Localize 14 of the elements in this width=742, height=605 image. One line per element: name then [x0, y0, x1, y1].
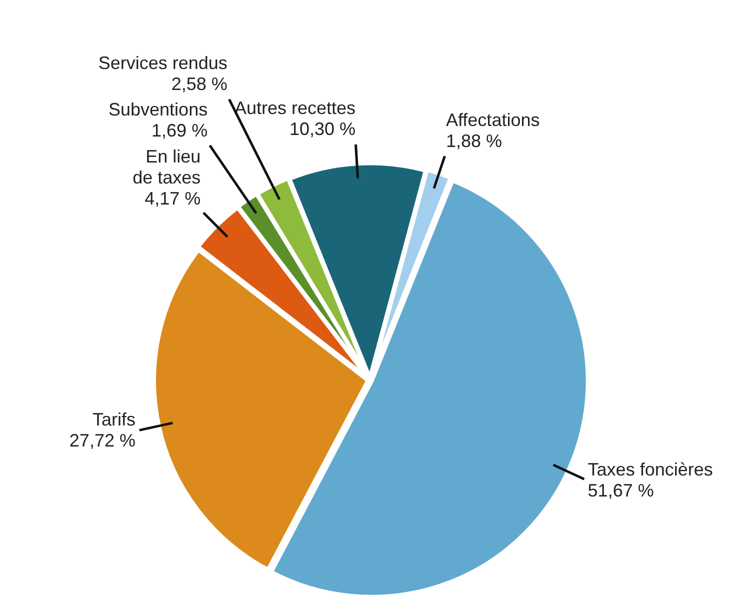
slice-label: Tarifs: [92, 409, 136, 430]
slice-label: Affectations: [446, 110, 540, 130]
slice-label: Subventions: [108, 100, 208, 120]
data-label: 1,69 %: [152, 120, 208, 141]
data-label: 10,30 %: [289, 118, 356, 139]
data-label: 1,88 %: [446, 130, 502, 151]
slice-label: Taxes foncières: [588, 459, 713, 480]
slice-label: Autres recettes: [234, 98, 356, 118]
data-label: 4,17 %: [144, 188, 201, 208]
slice-label: En lieu de taxes: [132, 146, 201, 188]
data-label: 2,58 %: [171, 74, 228, 94]
data-label: 51,67 %: [588, 480, 654, 500]
data-label: 27,72 %: [69, 430, 136, 450]
slice-label: Services rendus: [98, 53, 228, 74]
